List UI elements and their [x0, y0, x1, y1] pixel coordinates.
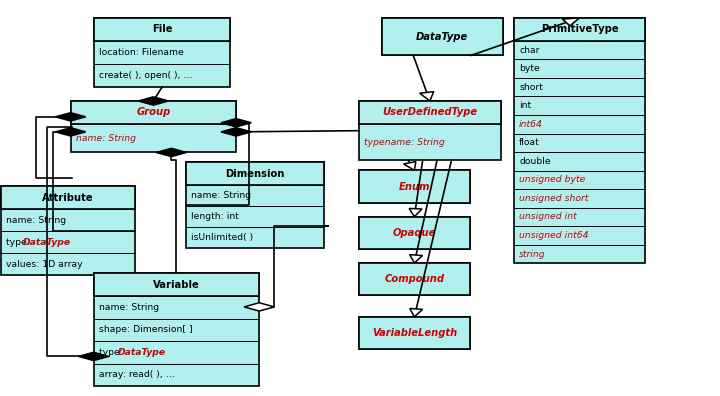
Text: Enum: Enum	[399, 181, 430, 192]
Text: unsigned byte: unsigned byte	[519, 175, 585, 185]
Text: unsigned int64: unsigned int64	[519, 231, 589, 240]
Text: unsigned short: unsigned short	[519, 194, 588, 203]
Text: name: String: name: String	[6, 215, 67, 225]
Text: Attribute: Attribute	[42, 192, 94, 203]
Bar	[94, 18, 230, 87]
Text: typename: String: typename: String	[364, 138, 444, 147]
Bar	[186, 162, 324, 248]
Text: array: read( ), …: array: read( ), …	[99, 370, 174, 379]
Polygon shape	[221, 119, 251, 127]
Polygon shape	[78, 352, 109, 360]
Text: UserDefinedType: UserDefinedType	[382, 107, 477, 118]
Text: location: Filename: location: Filename	[99, 48, 184, 57]
Polygon shape	[138, 97, 168, 105]
Polygon shape	[221, 128, 251, 136]
Bar	[359, 101, 501, 160]
Polygon shape	[420, 91, 433, 101]
Bar	[359, 317, 470, 349]
Text: Group: Group	[136, 107, 171, 118]
Bar	[71, 101, 236, 152]
Text: float: float	[519, 138, 540, 147]
Text: char: char	[519, 46, 539, 55]
Bar	[514, 18, 645, 263]
Bar	[186, 162, 324, 185]
Bar	[359, 263, 470, 295]
Text: type:: type:	[6, 238, 33, 247]
Bar	[94, 18, 230, 41]
Polygon shape	[410, 255, 423, 263]
Text: string: string	[519, 249, 546, 259]
Text: DataType: DataType	[416, 32, 468, 42]
Polygon shape	[244, 303, 274, 311]
Polygon shape	[404, 162, 416, 170]
Text: name: String: name: String	[191, 191, 251, 200]
Bar	[359, 263, 470, 295]
Text: File: File	[152, 24, 172, 34]
Bar	[1, 186, 135, 209]
Text: Dimension: Dimension	[225, 169, 284, 179]
Bar	[359, 217, 470, 249]
Text: DataType: DataType	[118, 348, 166, 357]
Polygon shape	[156, 148, 186, 156]
Bar	[71, 101, 236, 124]
Bar	[514, 18, 645, 41]
Polygon shape	[409, 208, 422, 217]
Text: create( ), open( ), …: create( ), open( ), …	[99, 71, 192, 80]
Bar	[359, 170, 470, 203]
Text: name: String: name: String	[99, 303, 159, 312]
Text: values: 1D array: values: 1D array	[6, 260, 83, 269]
Text: shape: Dimension[ ]: shape: Dimension[ ]	[99, 326, 192, 334]
Text: DataType: DataType	[23, 238, 71, 247]
Text: type:: type:	[99, 348, 128, 357]
Text: int64: int64	[519, 120, 543, 129]
Bar	[359, 170, 470, 203]
Bar	[1, 186, 135, 275]
Bar	[94, 273, 259, 296]
Bar	[94, 273, 259, 386]
Text: isUnlimited( ): isUnlimited( )	[191, 232, 253, 242]
Bar	[382, 18, 503, 55]
Polygon shape	[410, 308, 423, 317]
Text: length: int: length: int	[191, 212, 238, 221]
Polygon shape	[562, 18, 580, 26]
Text: name: String: name: String	[76, 134, 135, 143]
Polygon shape	[55, 128, 86, 136]
Bar	[359, 317, 470, 349]
Text: unsigned int: unsigned int	[519, 213, 577, 221]
Text: int: int	[519, 101, 531, 110]
Text: Opaque: Opaque	[392, 228, 436, 238]
Text: Compound: Compound	[384, 274, 444, 284]
Text: double: double	[519, 157, 551, 166]
Bar	[359, 101, 501, 124]
Bar	[382, 18, 503, 55]
Text: PrimitiveType: PrimitiveType	[541, 24, 618, 34]
Text: VariableLength: VariableLength	[372, 328, 457, 338]
Text: byte: byte	[519, 64, 540, 73]
Text: Variable: Variable	[153, 280, 199, 290]
Text: short: short	[519, 83, 543, 91]
Bar	[359, 217, 470, 249]
Polygon shape	[55, 113, 86, 121]
